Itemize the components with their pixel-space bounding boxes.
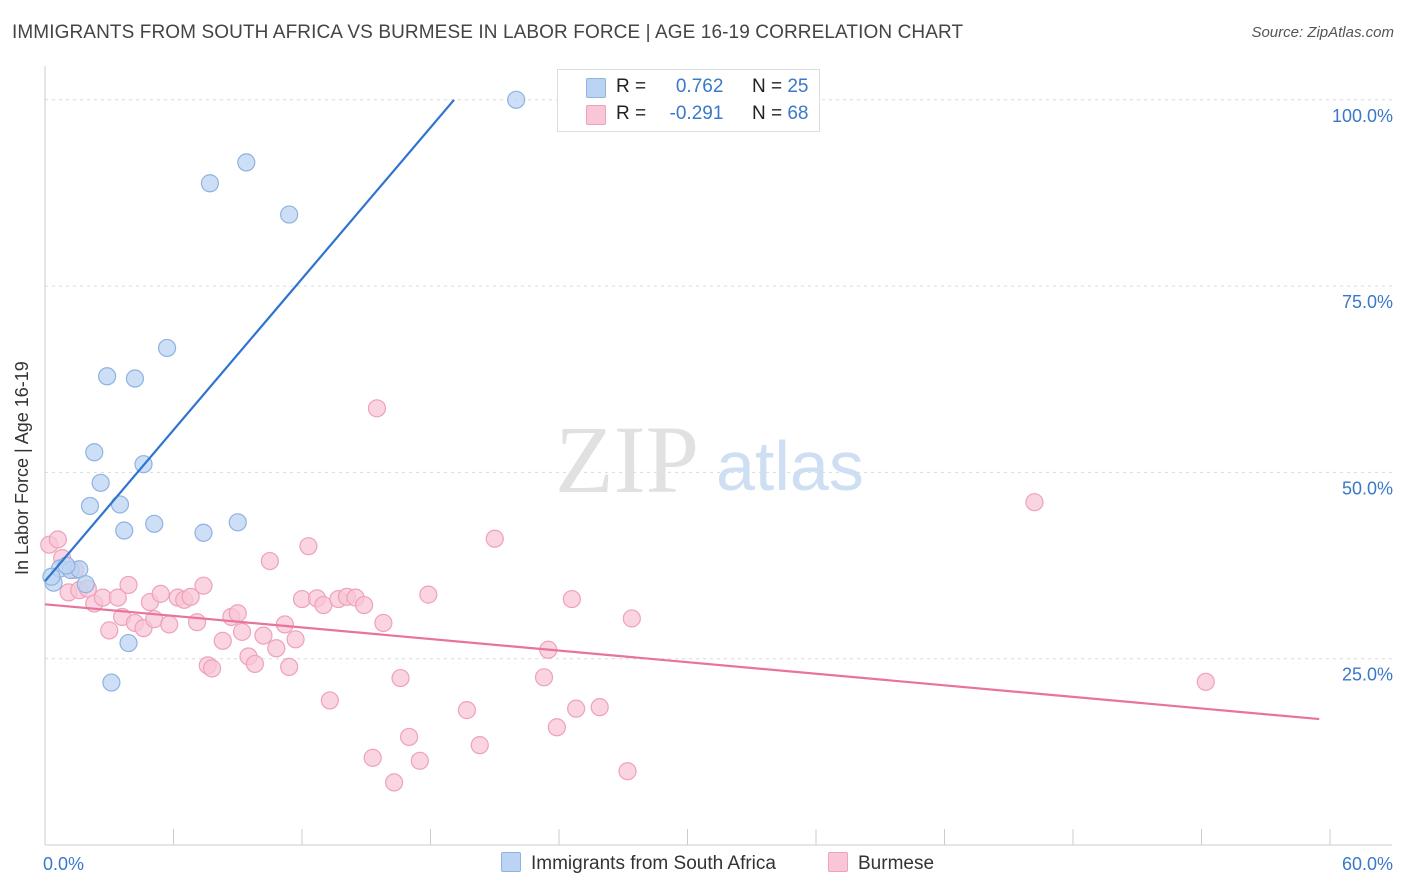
source-label: Source: ZipAtlas.com: [1251, 24, 1394, 41]
burmese-point: [391, 668, 410, 688]
south-africa-point: [98, 367, 117, 386]
burmese-point: [119, 575, 138, 595]
burmese-point: [355, 595, 374, 615]
burmese-point: [534, 668, 554, 687]
burmese-point: [374, 613, 393, 633]
burmese-trend-line: [44, 603, 1320, 721]
burmese-point: [181, 587, 200, 606]
legend-n-value: 68: [787, 103, 809, 124]
burmese-point: [399, 727, 419, 747]
burmese-point: [228, 604, 247, 623]
burmese-point: [419, 585, 438, 604]
trend-lines: [44, 99, 1320, 721]
burmese-point: [367, 399, 387, 418]
grid-lines: [45, 99, 1392, 660]
watermark: ZIP atlas: [555, 406, 864, 513]
burmese-point: [160, 615, 179, 634]
burmese-point: [151, 584, 170, 603]
legend-swatch-pink: [828, 852, 848, 872]
legend-r-value: 0.762: [675, 76, 724, 97]
axes: [44, 66, 1392, 846]
south-africa-point: [85, 443, 104, 462]
legend-swatch-blue: [501, 852, 521, 872]
legend-r-value: -0.291: [669, 103, 724, 124]
legend-r-label: R =: [616, 76, 647, 97]
burmese-point: [299, 537, 318, 556]
burmese-point: [254, 626, 273, 645]
legend-label: Burmese: [858, 853, 935, 874]
burmese-point: [108, 588, 127, 607]
burmese-point: [590, 698, 609, 717]
south-africa-point: [157, 338, 177, 358]
watermark-zip: ZIP: [555, 406, 699, 513]
legend-swatch-blue: [586, 78, 606, 98]
south-africa-point: [76, 575, 95, 594]
burmese-point: [470, 736, 489, 755]
burmese-point: [547, 718, 566, 737]
burmese-point: [286, 630, 305, 649]
south-africa-trend-line: [44, 99, 455, 582]
burmese-point: [202, 659, 222, 678]
legend-item-south-africa: Immigrants from South Africa: [501, 852, 776, 875]
legend-swatch-pink: [586, 105, 606, 125]
burmese-point: [267, 639, 286, 658]
y-tick-labels: 25.0% 50.0% 75.0% 100.0%: [1332, 106, 1393, 685]
south-africa-point: [280, 205, 299, 224]
chart-title: IMMIGRANTS FROM SOUTH AFRICA VS BURMESE …: [12, 22, 964, 43]
south-africa-point: [194, 523, 213, 542]
south-africa-point: [237, 153, 256, 172]
y-tick-label: 50.0%: [1342, 478, 1393, 498]
burmese-point: [320, 691, 339, 710]
south-africa-point: [200, 174, 220, 193]
legend-n-value: 25: [787, 76, 809, 97]
south-africa-point: [80, 496, 100, 516]
burmese-points: [40, 399, 1215, 792]
burmese-point: [562, 589, 581, 609]
burmese-point: [232, 622, 252, 641]
x-tick-label: 60.0%: [1342, 854, 1393, 874]
burmese-point: [213, 631, 232, 650]
burmese-point: [260, 551, 279, 571]
legend-n-label: N =: [751, 76, 783, 97]
y-tick-label: 75.0%: [1342, 292, 1393, 312]
legend-r-label: R =: [616, 103, 647, 124]
south-africa-point: [119, 633, 138, 653]
burmese-point: [457, 701, 477, 720]
burmese-point: [245, 654, 264, 674]
south-africa-point: [228, 513, 247, 532]
y-axis-label: In Labor Force | Age 16-19: [12, 361, 32, 575]
x-tick-labels: 0.0% 60.0%: [43, 854, 1393, 874]
burmese-point: [280, 657, 299, 676]
burmese-point: [622, 609, 641, 628]
south-africa-point: [115, 521, 134, 540]
burmese-point: [1196, 672, 1215, 691]
legend-item-burmese: Burmese: [828, 852, 934, 875]
burmese-point: [567, 699, 586, 718]
burmese-point: [100, 621, 119, 640]
burmese-point: [618, 762, 637, 781]
south-africa-point: [57, 556, 76, 575]
x-tick-label: 0.0%: [43, 854, 84, 874]
burmese-point: [194, 576, 213, 595]
south-africa-point: [145, 514, 164, 533]
watermark-atlas: atlas: [716, 427, 864, 505]
y-tick-label: 100.0%: [1332, 106, 1393, 126]
correlation-legend: R = 0.762 N = 25 R = -0.291 N = 68: [557, 69, 820, 132]
burmese-point: [1025, 493, 1044, 512]
legend-n-label: N =: [751, 103, 783, 124]
burmese-point: [363, 748, 382, 767]
burmese-point: [485, 529, 504, 548]
y-tick-label: 25.0%: [1342, 665, 1393, 685]
legend-label: Immigrants from South Africa: [531, 853, 776, 874]
south-africa-point: [507, 90, 526, 109]
south-africa-point: [125, 369, 145, 388]
burmese-point: [384, 773, 404, 792]
south-africa-point: [102, 673, 121, 692]
burmese-point: [187, 613, 207, 632]
south-africa-point: [91, 473, 110, 492]
south-africa-point: [42, 567, 61, 586]
burmese-point: [410, 751, 429, 770]
burmese-point: [48, 530, 67, 549]
